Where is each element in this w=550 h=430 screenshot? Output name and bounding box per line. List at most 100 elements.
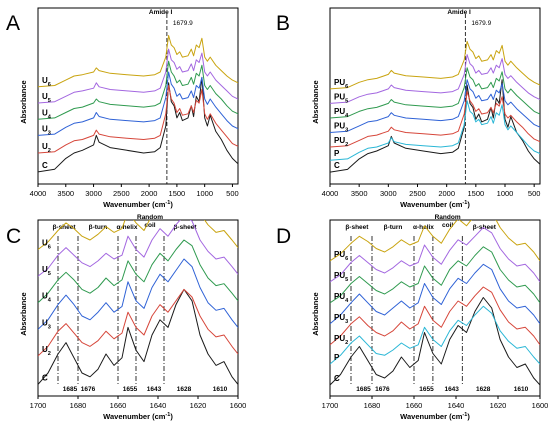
x-tick-label: 1660	[110, 401, 127, 410]
series-line-pu5	[330, 227, 540, 283]
series-line-u6	[38, 35, 238, 88]
series-label-c: C	[42, 161, 48, 170]
series-label-pu5: PU5	[334, 92, 348, 104]
series-line-u4	[38, 60, 238, 120]
series-line-u3	[38, 71, 238, 136]
series-label-u6: U6	[42, 76, 51, 88]
series-line-pu4	[330, 246, 540, 304]
panel-letter: C	[6, 225, 21, 248]
x-tick-label: 2000	[141, 189, 158, 198]
x-tick-label: 1000	[196, 189, 213, 198]
plot-frame	[329, 7, 541, 185]
x-tick-label: 1600	[230, 401, 247, 410]
peak-label: 1685	[356, 386, 371, 393]
panel-letter: A	[6, 12, 20, 35]
series-label-pu6: PU6	[334, 78, 348, 90]
band-label: β-sheet	[345, 224, 369, 231]
y-axis-label: Absorbance	[311, 292, 320, 335]
series-line-pu4	[330, 67, 540, 119]
peak-label: 1655	[123, 386, 138, 393]
band-label: Random	[137, 214, 163, 221]
peak-label: 1643	[147, 386, 162, 393]
band-label: β-turn	[89, 224, 108, 231]
series-line-p	[330, 100, 540, 161]
band-label: β-turn	[384, 224, 403, 231]
plot-frame	[37, 219, 239, 397]
series-line-u2	[38, 288, 238, 357]
band-label: β-sheet	[473, 224, 497, 231]
x-axis-label: Wavenumber (cm-1)	[103, 200, 173, 209]
series-line-pu6	[330, 220, 540, 262]
series-label-pu3: PU3	[334, 121, 348, 133]
series-label-u3: U3	[42, 124, 51, 136]
x-tick-label: 1620	[190, 401, 207, 410]
amide-i-label: Amide I	[149, 9, 173, 16]
series-line-c	[330, 297, 540, 386]
series-label-u3: U3	[42, 318, 51, 330]
x-tick-label: 1000	[497, 189, 514, 198]
series-line-pu2	[330, 286, 540, 346]
series-label-u2: U2	[42, 345, 51, 357]
series-label-u2: U2	[42, 142, 51, 154]
band-label: coil	[144, 222, 155, 229]
x-tick-label: 3000	[380, 189, 397, 198]
peak-label: 1685	[63, 386, 78, 393]
x-tick-label: 1640	[150, 401, 167, 410]
series-label-u5: U5	[42, 265, 51, 277]
series-line-p	[330, 305, 540, 365]
plot-frame	[37, 7, 239, 185]
peak-label: 1610	[213, 386, 228, 393]
peak-label: 1676	[81, 386, 96, 393]
series-label-pu3: PU3	[334, 313, 348, 325]
series-line-pu3	[330, 79, 540, 133]
amide-peak-label: 1679.9	[173, 20, 193, 27]
series-line-pu2	[330, 91, 540, 148]
series-line-c	[38, 76, 238, 173]
series-label-u4: U4	[42, 292, 52, 304]
series-label-c: C	[334, 374, 340, 383]
panel-b: B 4000 3500 3000 2500 2000 1500 1000 500 Wavenumb…	[276, 7, 541, 209]
x-tick-label: 2500	[409, 189, 426, 198]
series-label-pu2: PU2	[334, 334, 348, 346]
series-label-pu4: PU4	[334, 292, 349, 304]
series-line-c	[38, 288, 238, 385]
series-label-pu4: PU4	[334, 107, 349, 119]
x-tick-label: 1680	[70, 401, 87, 410]
series-label-p: P	[334, 353, 340, 362]
x-tick-label: 1660	[406, 401, 423, 410]
x-tick-label: 2000	[438, 189, 455, 198]
plot-frame	[329, 219, 541, 397]
series-line-u4	[38, 239, 238, 304]
band-label: α-helix	[117, 224, 138, 231]
band-label: β-sheet	[173, 224, 197, 231]
peak-label: 1628	[177, 386, 192, 393]
series-line-u3	[38, 258, 238, 330]
x-tick-label: 500	[226, 189, 239, 198]
series-line-c	[330, 79, 540, 173]
x-axis-label: Wavenumber (cm-1)	[103, 412, 173, 421]
x-tick-label: 1700	[322, 401, 339, 410]
x-tick-label: 1620	[490, 401, 507, 410]
x-tick-label: 1500	[169, 189, 186, 198]
y-axis-label: Absorbance	[311, 80, 320, 123]
y-axis-label: Absorbance	[19, 80, 28, 123]
series-line-pu5	[330, 54, 540, 104]
panel-a: A 4000 3500 3000 2500 2000 1500 1000 500 Wavenumb…	[6, 7, 239, 209]
series-line-u5	[38, 48, 238, 104]
amide-peak-label: 1679.9	[471, 20, 491, 27]
band-label: β-sheet	[52, 224, 76, 231]
x-tick-label: 1500	[467, 189, 484, 198]
peak-label: 1628	[476, 386, 491, 393]
panel-letter: D	[276, 225, 291, 248]
series-label-pu2: PU2	[334, 136, 348, 148]
peak-label: 1655	[419, 386, 434, 393]
panel-c: C 1700 1680 1660 1640 1620 1600 Wavenumber (cm-…	[6, 214, 247, 421]
x-tick-label: 3000	[85, 189, 102, 198]
x-tick-label: 2500	[113, 189, 130, 198]
series-line-pu6	[330, 40, 540, 90]
x-tick-label: 500	[528, 189, 541, 198]
x-tick-label: 3500	[57, 189, 74, 198]
peak-label: 1610	[514, 386, 529, 393]
band-label: coil	[442, 222, 453, 229]
